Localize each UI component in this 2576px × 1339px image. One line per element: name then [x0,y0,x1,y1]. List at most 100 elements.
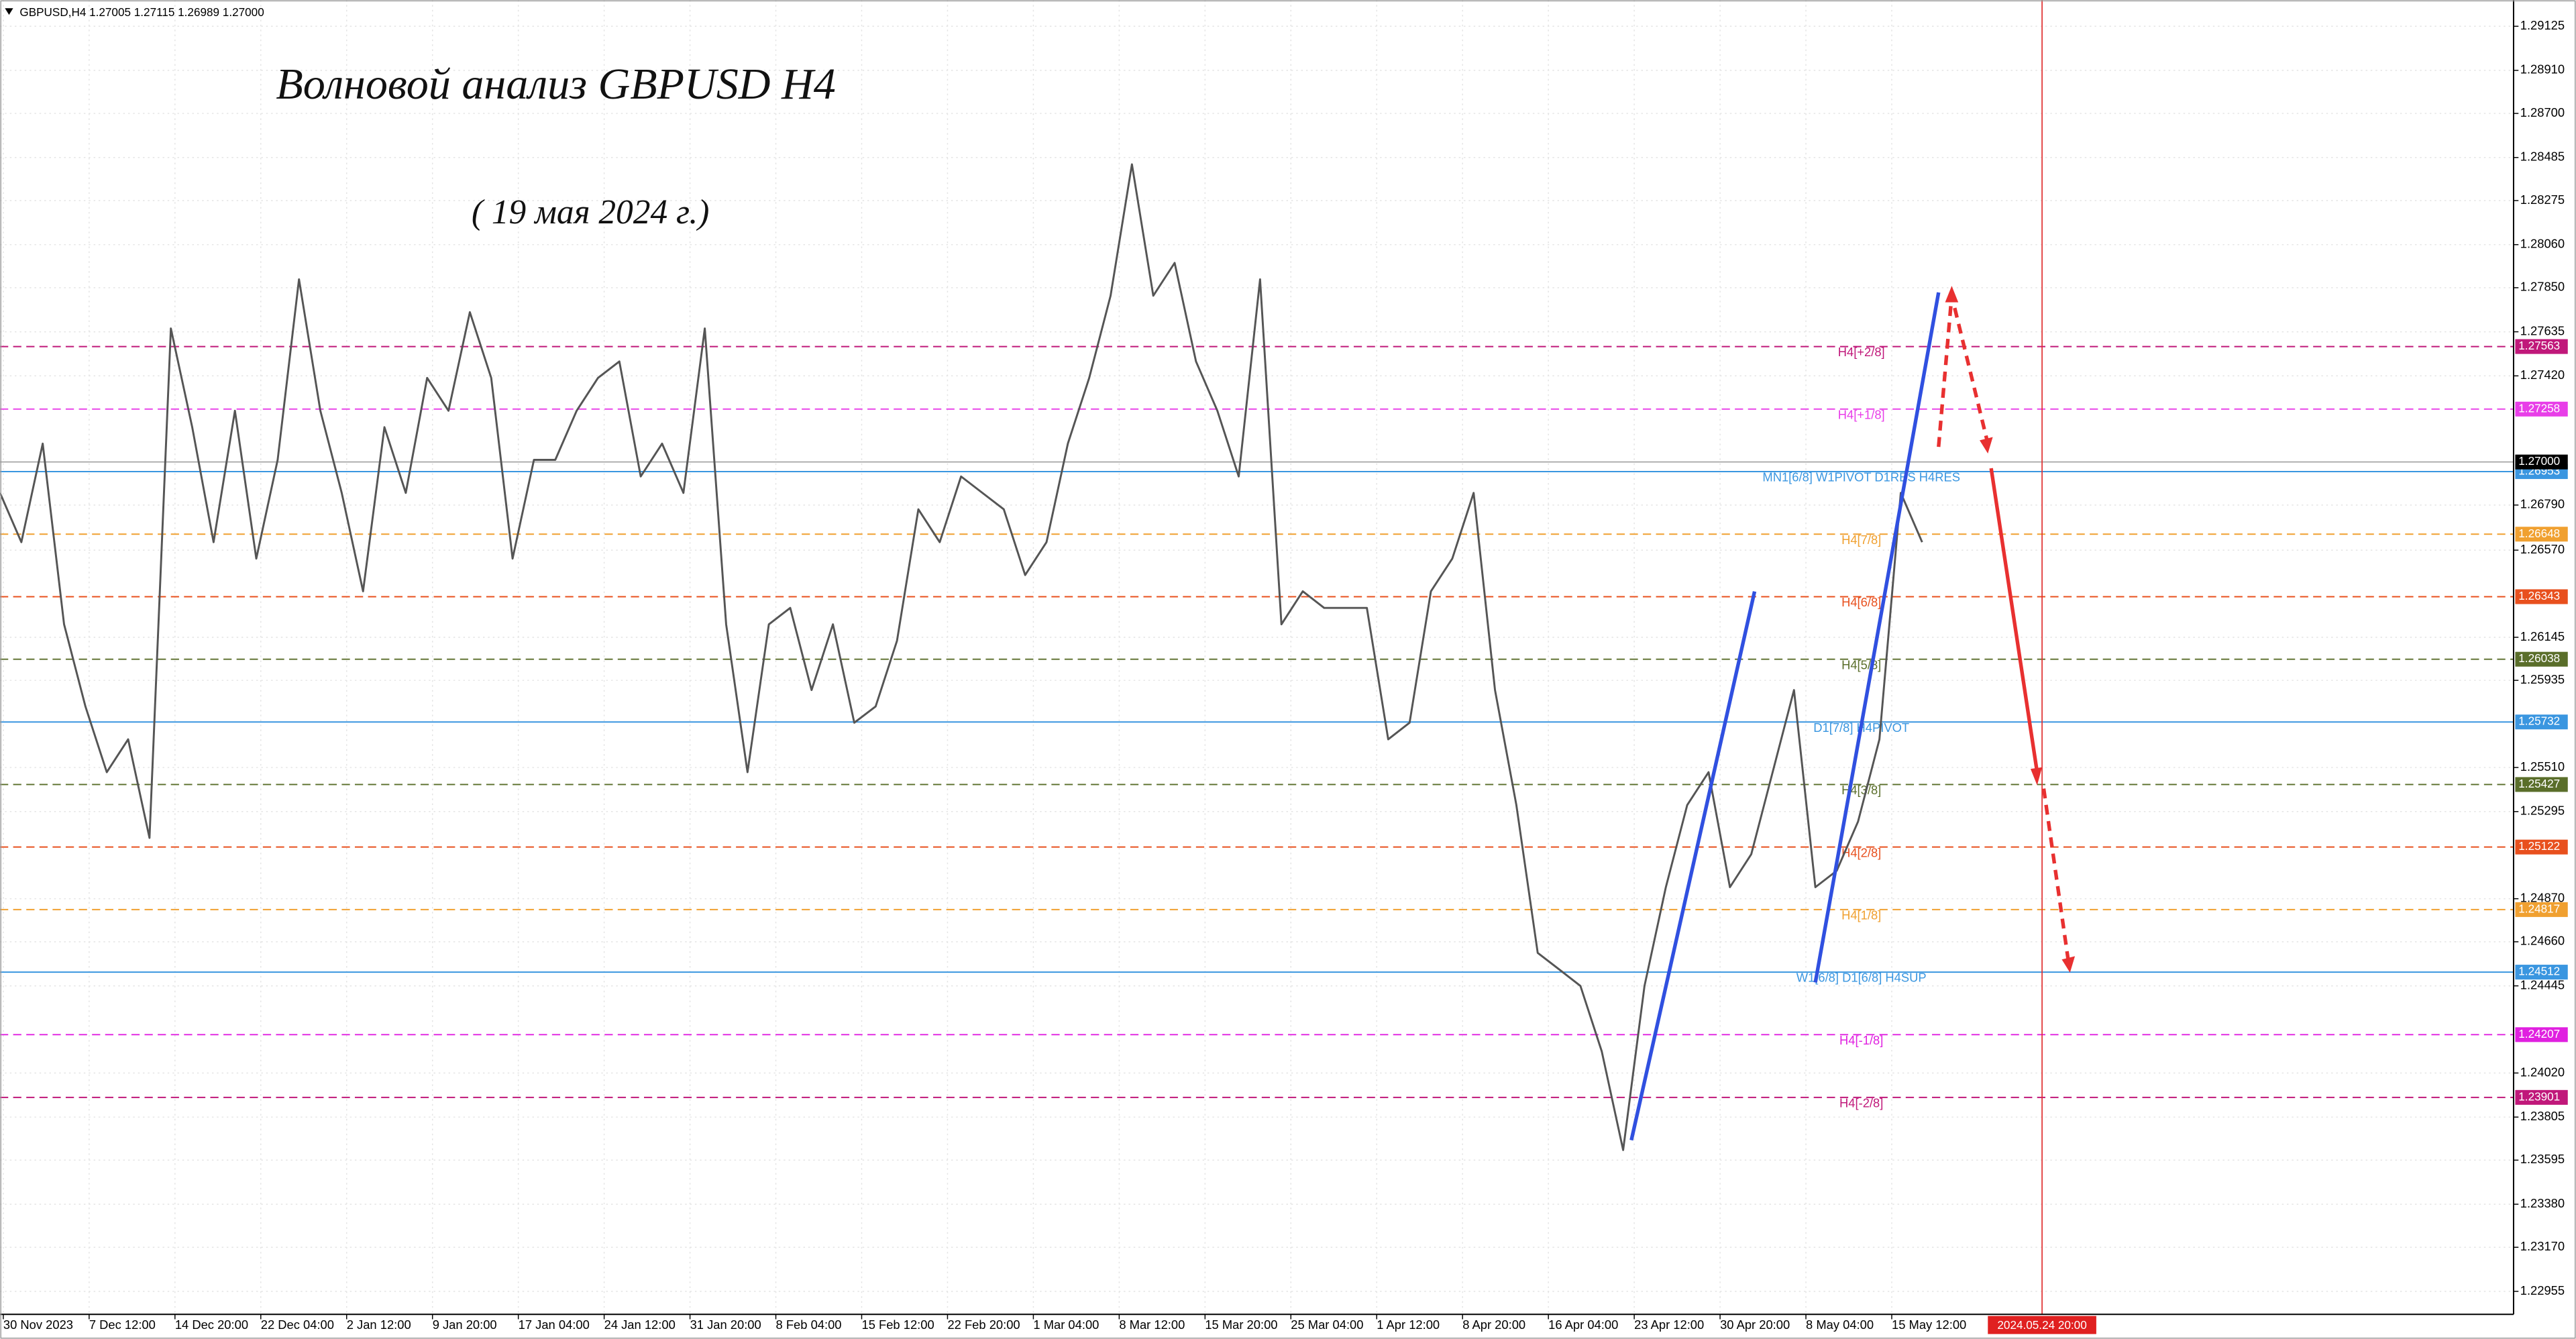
arrow-head [1980,437,1993,453]
level-label: H4[7/8] [1841,533,1881,547]
y-tick-label: 1.26145 [2520,629,2565,643]
price-line [0,163,1923,1151]
level-label: W1[6/8] D1[6/8] H4SUP [1796,971,1927,985]
current-price-label: 1.27000 [2518,454,2560,468]
x-tick-label: 1 Apr 12:00 [1377,1318,1440,1332]
y-tick-label: 1.23170 [2520,1239,2565,1253]
chart-subtitle: ( 19 мая 2024 г.) [472,193,709,231]
level-price-label: 1.25122 [2518,839,2560,853]
level-price-box [2515,902,2568,917]
grid [0,0,2514,1315]
y-tick-label: 1.28910 [2520,62,2565,76]
level-label: H4[5/8] [1841,657,1881,672]
level-price-box [2515,839,2568,855]
level-price-box [2515,589,2568,604]
y-tick-label: 1.28275 [2520,193,2565,207]
y-tick-label: 1.29125 [2520,18,2565,32]
y-tick-label: 1.23380 [2520,1196,2565,1210]
level-price-label: 1.25427 [2518,777,2560,790]
y-tick-label: 1.27420 [2520,368,2565,382]
y-tick-label: 1.25510 [2520,759,2565,773]
level-label: H4[-1/8] [1839,1033,1883,1047]
level-label: H4[2/8] [1841,845,1881,859]
level-price-box [2515,339,2568,354]
y-tick-label: 1.24870 [2520,891,2565,905]
level-price-box [2515,714,2568,730]
level-label: MN1[6/8] W1PIVOT D1RES H4RES [1762,470,1960,484]
y-tick-label: 1.24020 [2520,1065,2565,1079]
y-tick-label: 1.26790 [2520,497,2565,511]
chart-title: Волновой анализ GBPUSD H4 [276,60,835,109]
x-tick-label: 2 Jan 12:00 [347,1318,411,1332]
y-tick-label: 1.23805 [2520,1109,2565,1123]
y-tick-label: 1.28485 [2520,150,2565,164]
x-tick-label: 14 Dec 20:00 [175,1318,248,1332]
x-tick-label: 24 Jan 12:00 [604,1318,676,1332]
price-axis: 1.29125 1.28910 1.28700 1.28485 1.28275 1.280… [2513,18,2568,1297]
arrow-head [2030,767,2043,786]
symbol-header: GBPUSD,H4 1.27005 1.27115 1.26989 1.2700… [19,5,264,19]
y-tick-label: 1.24660 [2520,934,2565,948]
level-price-box [2515,651,2568,667]
level-label: H4[+1/8] [1838,407,1885,421]
level-price-label: 1.27563 [2518,339,2560,352]
level-label: H4[1/8] [1841,908,1881,922]
x-tick-label: 9 Jan 20:00 [433,1318,497,1332]
level-price-box [2515,527,2568,542]
y-tick-label: 1.23595 [2520,1152,2565,1166]
x-tick-label: 15 Mar 20:00 [1205,1318,1277,1332]
level-price-label: 1.24817 [2518,902,2560,915]
x-tick-label: 8 Mar 12:00 [1119,1318,1185,1332]
x-tick-label: 1 Mar 04:00 [1033,1318,1099,1332]
x-tick-label: 15 May 12:00 [1892,1318,1966,1332]
level-price-box [2515,777,2568,792]
forecast-arrow [2041,788,2070,962]
date-marker-label: 2024.05.24 20:00 [1997,1318,2086,1332]
levels: H4[+2/8] H4[+1/8] MN1[6/8] W1PIVOT D1RES H… [0,345,2514,1110]
x-tick-label: 15 Feb 12:00 [861,1318,934,1332]
y-tick-label: 1.25295 [2520,804,2565,818]
wave-line [1813,292,1941,983]
y-tick-label: 1.27635 [2520,323,2565,337]
y-tick-label: 1.27850 [2520,280,2565,294]
level-price-box [2515,965,2568,980]
level-price-box [2515,1027,2568,1042]
level-price-label: 1.26038 [2518,651,2560,665]
wave-annotations [1629,286,2076,1141]
x-tick-label: 8 Feb 04:00 [776,1318,842,1332]
level-label: H4[+2/8] [1838,345,1885,359]
x-tick-label: 8 Apr 20:00 [1462,1318,1525,1332]
x-tick-label: 30 Apr 20:00 [1720,1318,1790,1332]
forecast-arrow [1989,468,2039,773]
price [0,163,1923,1151]
level-price-box [2515,401,2568,417]
y-tick-label: 1.26570 [2520,542,2565,556]
date-marker-box [1988,1316,2096,1334]
x-tick-label: 25 Mar 04:00 [1291,1318,1363,1332]
y-tick-label: 1.24445 [2520,977,2565,992]
wave-line [1629,591,1757,1141]
x-tick-label: 31 Jan 20:00 [690,1318,761,1332]
y-tick-label: 1.22955 [2520,1283,2565,1297]
y-tick-label: 1.28700 [2520,105,2565,119]
x-tick-label: 23 Apr 12:00 [1634,1318,1704,1332]
level-price-label: 1.23901 [2518,1089,2560,1103]
x-tick-label: 7 Dec 12:00 [89,1318,156,1332]
menu-triangle [5,8,13,15]
x-tick-label: 22 Feb 20:00 [947,1318,1020,1332]
x-tick-label: 17 Jan 04:00 [519,1318,590,1332]
level-price-label: 1.26343 [2518,589,2560,602]
current-price-box [2515,454,2568,470]
level-price-label: 1.26648 [2518,527,2560,540]
level-label: H4[-2/8] [1839,1095,1883,1110]
level-price-label: 1.24512 [2518,965,2560,978]
y-tick-label: 1.25935 [2520,672,2565,686]
level-price-box [2515,1089,2568,1105]
arrow-head [2061,956,2076,973]
arrow-head [1945,286,1959,303]
level-label: H4[6/8] [1841,595,1881,609]
y-tick-label: 1.28060 [2520,237,2565,251]
